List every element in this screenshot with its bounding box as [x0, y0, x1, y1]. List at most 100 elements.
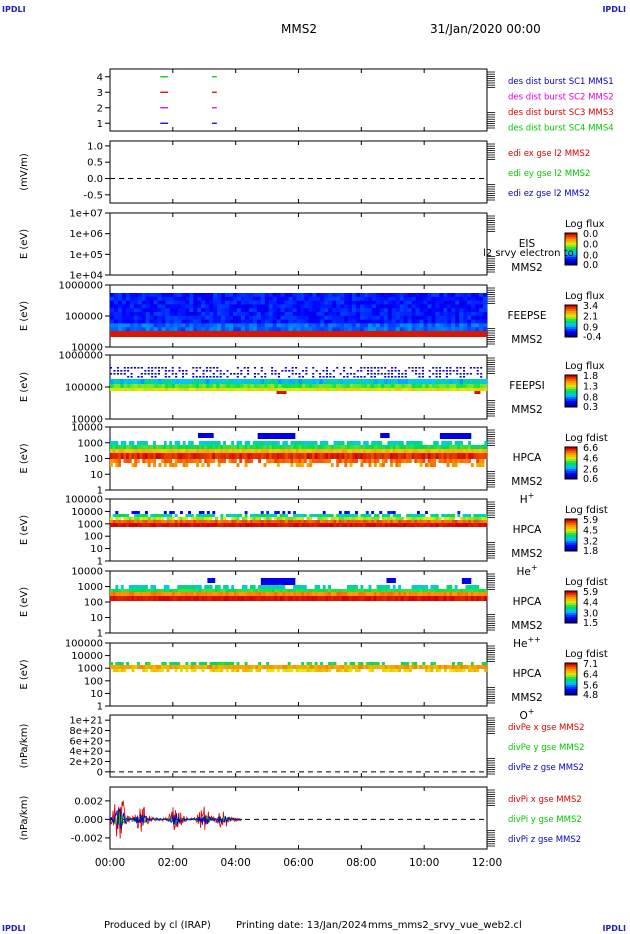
spectrogram-cell	[236, 304, 242, 309]
spectrogram-cell	[449, 665, 453, 669]
spectrogram-cell	[212, 379, 217, 384]
spectrogram-cell	[312, 300, 317, 305]
spectrogram-cell	[153, 312, 158, 317]
spectrogram-cell	[157, 308, 162, 313]
spectrogram-cell	[312, 308, 317, 313]
spectrogram-cell	[304, 323, 309, 328]
spectrogram-cell	[149, 319, 154, 324]
spectrogram-cell	[442, 388, 447, 391]
spectrogram-cell	[363, 514, 367, 517]
spectrogram-cell	[250, 388, 255, 391]
spectrogram-cell	[142, 592, 146, 596]
spectrogram-cell	[185, 327, 190, 332]
spectrogram-cell	[341, 449, 345, 453]
spectrogram-cell	[274, 511, 278, 514]
spectrogram-cell	[202, 384, 207, 388]
colorbar-segment	[565, 387, 577, 390]
spectrogram-cell	[117, 315, 123, 320]
spectrogram-cell	[325, 596, 329, 601]
spectrogram-cell	[296, 315, 301, 320]
spectrogram-cell	[435, 312, 440, 317]
spectrogram-cell	[113, 323, 119, 328]
spectrogram-cell	[190, 459, 194, 463]
spectrogram-cell	[236, 592, 240, 596]
spectrogram-cell	[115, 459, 119, 463]
spectrogram-cell	[240, 304, 246, 309]
spectrogram-cell	[112, 523, 116, 527]
spectrogram-cell	[190, 669, 194, 672]
spectrogram-cell	[236, 665, 240, 669]
spectrogram-cell	[352, 596, 356, 601]
spectrogram-cell	[285, 449, 288, 453]
spectrogram-cell	[438, 449, 442, 453]
spectrogram-cell	[476, 520, 480, 523]
spectrogram-cell	[153, 592, 156, 596]
spectrogram-cell	[375, 300, 381, 305]
spectrogram-cell	[370, 376, 373, 378]
spectrogram-cell	[258, 662, 261, 665]
spectrogram-cell	[147, 517, 151, 520]
spectrogram-cell	[320, 592, 323, 596]
spectrogram-cell	[127, 370, 130, 372]
spectrogram-cell	[118, 669, 121, 672]
colorbar-segment	[565, 259, 577, 262]
spectrogram-cell	[449, 585, 453, 589]
spectrogram-cell	[244, 319, 250, 324]
spectrogram-cell	[205, 367, 209, 369]
spectrogram-cell	[411, 514, 415, 517]
spacecraft-label-5: MMS2	[511, 476, 542, 488]
spectrogram-cell	[177, 312, 182, 317]
colorbar-segment	[565, 469, 577, 472]
spectrogram-cell	[282, 459, 286, 463]
spectrogram-cell	[463, 296, 468, 301]
spectrogram-cell	[110, 315, 115, 320]
spectrogram-cell	[462, 669, 466, 672]
spectrogram-cell	[349, 445, 353, 449]
spectrogram-cell	[215, 662, 218, 665]
spectrogram-cell	[419, 453, 423, 459]
spectrogram-cell	[166, 592, 170, 596]
spectrogram-cell	[240, 296, 246, 301]
spectrogram-cell	[365, 596, 369, 601]
spectrogram-cell	[271, 388, 275, 391]
spectrogram-cell	[153, 523, 156, 527]
spectrogram-cell	[349, 373, 352, 375]
spectrogram-cell	[381, 585, 385, 589]
spectrogram-cell	[349, 669, 353, 672]
spectrogram-cell	[431, 315, 436, 320]
spectrogram-cell	[212, 596, 216, 601]
spectrogram-cell	[193, 453, 197, 459]
spectrogram-cell	[204, 523, 208, 527]
spectrogram-cell	[134, 585, 138, 589]
spectrogram-cell	[432, 388, 436, 391]
spectrogram-cell	[336, 669, 340, 672]
spectrogram-cell	[217, 304, 222, 309]
spectrogram-cell	[193, 327, 198, 332]
spectrogram-cell	[392, 596, 396, 601]
spectrogram-cell	[212, 449, 216, 453]
spectrogram-cell	[260, 304, 266, 309]
spectrogram-cell	[430, 463, 434, 467]
spectrogram-cell	[153, 669, 156, 672]
spectrogram-cell	[112, 520, 116, 523]
spectrogram-cell	[298, 520, 302, 523]
spectrogram-cell	[379, 296, 385, 301]
spectrogram-cell	[193, 445, 197, 449]
spectrogram-cell	[120, 384, 124, 388]
colorbar-segment	[565, 591, 577, 594]
footer-printing-date: Printing date: 13/Jan/2024	[236, 920, 368, 931]
spectrogram-cell	[371, 312, 377, 317]
spectrogram-cell	[360, 589, 364, 592]
spectrogram-cell	[252, 293, 258, 298]
spectrogram-cell	[123, 517, 127, 520]
spectrogram-cell	[363, 596, 367, 601]
spectrogram-cell	[212, 445, 216, 449]
spectrogram-cell	[266, 459, 270, 463]
spectrogram-cell	[368, 463, 372, 467]
spectrogram-cell	[480, 367, 483, 369]
spectrogram-cell	[399, 315, 404, 320]
spectrogram-cell	[308, 327, 313, 332]
spectrogram-cell	[439, 308, 444, 313]
spectrogram-cell	[414, 523, 418, 527]
spectrogram-cell	[217, 315, 222, 320]
